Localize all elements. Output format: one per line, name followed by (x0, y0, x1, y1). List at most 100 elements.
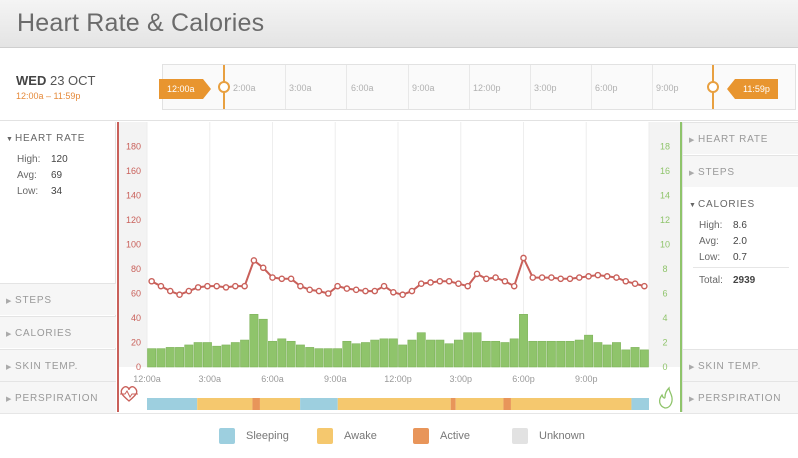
caret-right-icon: ▶ (689, 170, 696, 177)
calorie-bar (249, 314, 259, 368)
divider (693, 267, 789, 268)
date-label: WED 23 OCT (16, 73, 95, 88)
right-axis-band (649, 122, 682, 367)
y-right-tick-label: 10 (660, 240, 670, 250)
calorie-bar (463, 332, 473, 368)
heart-rate-point (269, 274, 276, 281)
heart-rate-point (232, 282, 239, 290)
date-day: 23 OCT (49, 73, 96, 88)
heart-rate-point (297, 282, 304, 290)
calorie-bar (221, 344, 231, 368)
page-title: Heart Rate & Calories (17, 9, 265, 37)
stat-value: 8.6 (733, 220, 747, 231)
right-heart-rate-toggle[interactable]: ▶ HEART RATE (683, 122, 798, 154)
date-range: 12:00a – 11:59p (16, 91, 81, 101)
page-header: Heart Rate & Calories (0, 0, 798, 48)
heart-rate-point (343, 285, 351, 292)
perspiration-toggle[interactable]: ▶ PERSPIRATION (0, 381, 116, 413)
calories-head: ▶ CALORIES (6, 328, 72, 339)
legend: Sleeping Awake Active Unknown (0, 413, 798, 458)
timeline-label: 9:00a (412, 83, 435, 93)
x-tick-label: 9:00p (575, 374, 598, 384)
timeline-tick (591, 65, 592, 109)
right-skin-temp-toggle[interactable]: ▶ SKIN TEMP. (683, 349, 798, 381)
heart-rate-point (315, 287, 323, 295)
right-calories-toggle[interactable]: ▼CALORIES (689, 199, 755, 210)
stat-value: 120 (51, 154, 68, 165)
timeline-start-handle[interactable] (218, 81, 230, 93)
right-perspiration-head: ▶ PERSPIRATION (689, 393, 781, 404)
calorie-bar (546, 340, 556, 368)
calorie-bar (323, 348, 333, 368)
chart-area: 0 20 40 60 80 100 120 140 160 180 0 2 4 6 8 10 12 14 16 18 1… (109, 122, 682, 412)
heart-rate-point (613, 274, 620, 281)
heart-rate-calories-chart: 0 20 40 60 80 100 120 140 160 180 0 2 4 6 8 10 12 14 16 18 1… (109, 122, 682, 412)
caret-right-icon: ▶ (6, 364, 13, 371)
activity-segment (631, 398, 649, 410)
calories-toggle[interactable]: ▶ CALORIES (0, 316, 116, 348)
right-metrics-panel: ▶ HEART RATE ▶ STEPS ▼CALORIES High: 8.6 Av… (682, 122, 798, 413)
calorie-bar (630, 347, 640, 368)
x-tick-label: 3:00p (449, 374, 472, 384)
calorie-bar (147, 348, 157, 368)
calories-total: Total: 2939 (699, 275, 755, 286)
heart-rate-point (492, 274, 499, 281)
y-right-tick-label: 16 (660, 166, 670, 176)
heart-rate-point (352, 286, 360, 294)
calorie-bar (286, 340, 296, 368)
caret-right-icon: ▶ (6, 396, 13, 403)
heart-rate-point (399, 291, 406, 299)
calorie-bar (202, 342, 212, 368)
timeline-label: 12:00p (473, 83, 501, 93)
timeline-end-flag[interactable]: 11:59p (727, 79, 778, 99)
y-right-tick-label: 6 (662, 289, 667, 299)
calorie-bar (612, 342, 621, 368)
y-left-tick-label: 20 (131, 338, 141, 348)
calorie-bar (193, 342, 203, 368)
x-tick-label: 12:00p (384, 374, 412, 384)
y-left-tick-label: 40 (131, 313, 141, 323)
calorie-bar (435, 339, 445, 368)
heart-rate-point (575, 274, 583, 281)
calorie-bar (398, 344, 408, 368)
stat-key: High: (699, 220, 723, 231)
caret-right-icon: ▶ (689, 137, 696, 144)
right-steps-toggle[interactable]: ▶ STEPS (683, 155, 798, 187)
heart-rate-point (445, 277, 453, 285)
calorie-bar (453, 339, 463, 368)
right-steps-head: ▶ STEPS (689, 167, 735, 178)
calorie-bar (175, 347, 184, 368)
heart-rate-point (566, 275, 574, 283)
heart-rate-point (166, 287, 174, 295)
flame-icon (658, 386, 673, 409)
y-left-tick-label: 80 (131, 264, 141, 274)
calorie-bar (593, 342, 603, 368)
activity-segment (455, 398, 504, 410)
perspiration-label: PERSPIRATION (15, 393, 99, 404)
timeline-end-handle[interactable] (707, 81, 719, 93)
stat-key: Avg: (17, 170, 37, 181)
heart-rate-toggle[interactable]: ▼HEART RATE (6, 133, 85, 144)
skin-temp-toggle[interactable]: ▶ SKIN TEMP. (0, 349, 116, 381)
right-perspiration-toggle[interactable]: ▶ PERSPIRATION (683, 381, 798, 413)
stat-value: 2939 (733, 275, 756, 286)
skin-temp-label: SKIN TEMP. (15, 361, 79, 372)
steps-toggle[interactable]: ▶ STEPS (0, 283, 116, 315)
y-left-tick-label: 140 (126, 191, 141, 201)
legend-label-awake: Awake (344, 430, 377, 442)
heart-rate-point (157, 282, 165, 290)
timeline-start-flag[interactable]: 12:00a (159, 79, 210, 99)
calorie-bar (268, 340, 277, 368)
heart-rate-point (287, 275, 295, 283)
heart-rate-point (250, 257, 258, 264)
timeline-scrubber[interactable]: 2:00a 3:00a 6:00a 9:00a 12:00p 3:00p 6:0… (159, 64, 796, 110)
heart-rate-point (148, 277, 155, 285)
calorie-bar (305, 347, 315, 368)
activity-segment (252, 398, 260, 410)
calorie-bar (212, 345, 222, 368)
x-tick-label: 9:00a (324, 374, 347, 384)
stat-key: High: (17, 154, 41, 165)
calorie-bar (639, 349, 649, 368)
x-tick-label: 3:00a (198, 374, 221, 384)
left-axis-band (117, 122, 147, 367)
